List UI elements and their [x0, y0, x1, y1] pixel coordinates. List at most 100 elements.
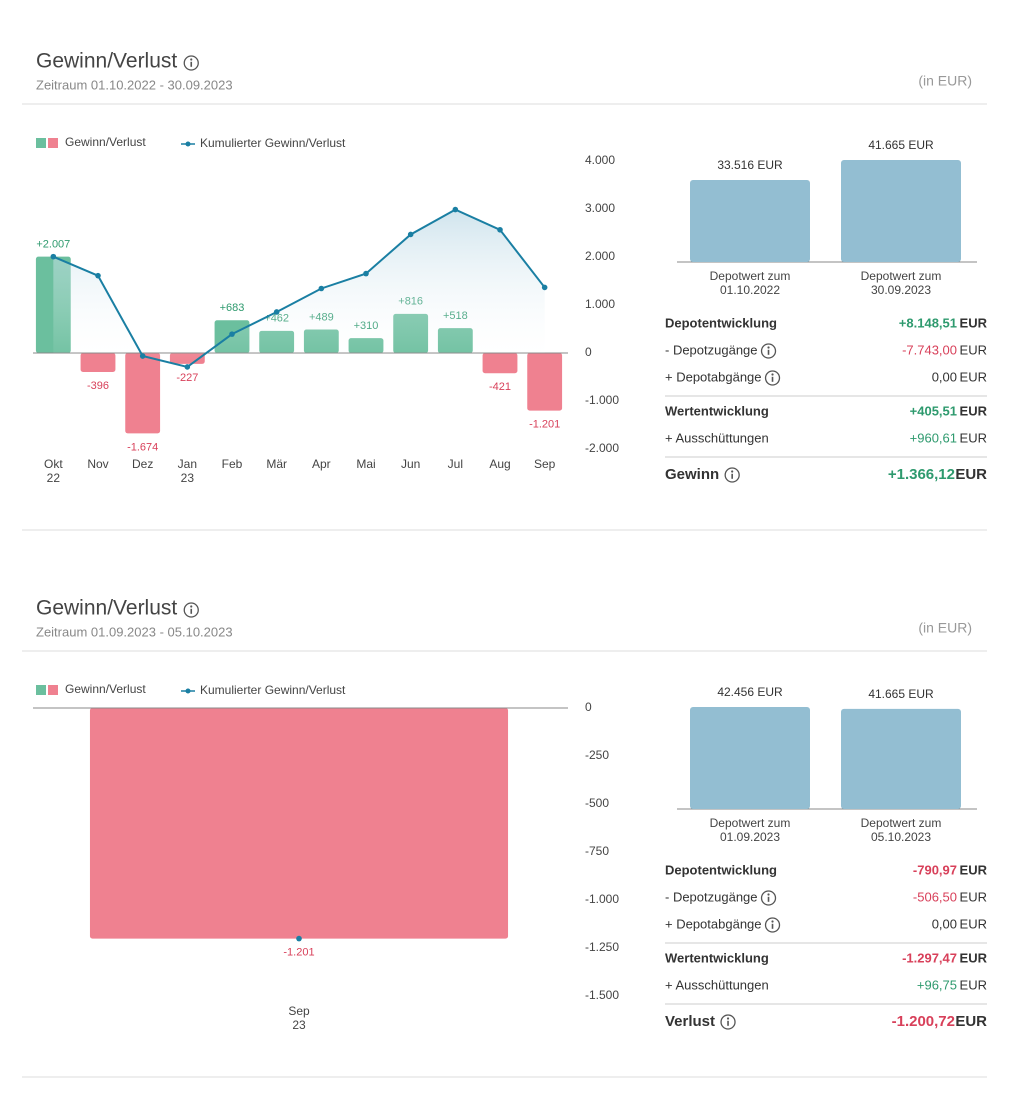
- info-icon: [720, 1014, 736, 1030]
- x-tick-label: Jan: [178, 457, 197, 471]
- summary-value: +8.148,51: [899, 315, 957, 330]
- y-tick-label: -500: [585, 796, 609, 810]
- x-tick-label: 23: [292, 1018, 306, 1032]
- summary-value: +96,75: [917, 977, 957, 992]
- summary-label: Depotentwicklung: [665, 862, 777, 877]
- summary-currency: EUR: [960, 889, 987, 904]
- summary-currency: EUR: [960, 916, 987, 931]
- summary-value: -1.200,72: [892, 1013, 955, 1030]
- line-area: [53, 209, 545, 367]
- bar-value-label: -1.674: [127, 441, 158, 453]
- info-icon-stem: [727, 1020, 729, 1026]
- y-tick-label: -1.250: [585, 940, 619, 954]
- info-icon-dot: [771, 920, 774, 923]
- info-icon-stem: [190, 61, 193, 67]
- summary-currency: EUR: [960, 369, 987, 384]
- info-icon: [724, 467, 740, 483]
- x-tick-label: 30.09.2023: [871, 283, 931, 297]
- summary-label: Wertentwicklung: [665, 403, 769, 418]
- summary-value: -7.743,00: [902, 342, 957, 357]
- bar-value-label: 41.665 EUR: [868, 138, 934, 152]
- summary-value: -790,97: [913, 862, 957, 877]
- legend-label: Kumulierter Gewinn/Verlust: [200, 136, 346, 150]
- summary-label: + Depotabgänge: [665, 916, 762, 931]
- x-tick-label: Feb: [222, 457, 243, 471]
- line-point: [95, 272, 101, 279]
- line-point: [273, 309, 280, 315]
- x-tick-label: Nov: [87, 457, 108, 471]
- bar: [482, 353, 518, 374]
- x-tick-label: Depotwert zum: [861, 816, 942, 830]
- x-tick-label: 22: [47, 471, 61, 485]
- summary-currency: EUR: [960, 315, 988, 330]
- info-icon: [760, 343, 777, 359]
- summary-value: 0,00: [932, 916, 957, 931]
- legend-swatch: [36, 138, 46, 148]
- info-icon-dot: [726, 1017, 730, 1020]
- y-tick-label: 1.000: [585, 297, 615, 311]
- legend-swatch: [48, 685, 58, 695]
- bar: [690, 707, 810, 809]
- summary-label: Gewinn: [665, 466, 719, 483]
- line-point: [363, 270, 369, 277]
- y-tick-label: 3.000: [585, 201, 615, 215]
- summary-currency: EUR: [955, 466, 987, 483]
- bar: [527, 353, 563, 411]
- bar-value-label: 42.456 EUR: [717, 685, 783, 699]
- line: [52, 208, 546, 369]
- line-point: [318, 285, 325, 292]
- bar-value-label: +683: [220, 302, 245, 314]
- x-tick-label: Sep: [288, 1004, 310, 1018]
- info-icon: [764, 370, 781, 386]
- info-icon: [764, 917, 781, 933]
- summary-label: Wertentwicklung: [665, 950, 769, 965]
- legend-label: Kumulierter Gewinn/Verlust: [200, 683, 346, 697]
- unit-note: (in EUR): [918, 620, 972, 636]
- line-point: [296, 935, 302, 942]
- x-tick-label: 05.10.2023: [871, 830, 931, 844]
- info-icon-dot: [731, 470, 734, 473]
- info-icon-ring: [724, 467, 740, 483]
- period: Zeitraum 01.10.2022 - 30.09.2023: [36, 77, 233, 92]
- x-tick-label: Sep: [534, 457, 556, 471]
- summary-currency: EUR: [960, 430, 987, 445]
- x-tick-label: Depotwert zum: [710, 269, 791, 283]
- bar: [841, 708, 961, 809]
- legend-label: Gewinn/Verlust: [65, 682, 146, 696]
- x-tick-label: Apr: [312, 457, 331, 471]
- x-tick-label: Jun: [401, 457, 420, 471]
- bar-value-label: -396: [87, 380, 109, 392]
- summary-label: + Ausschüttungen: [665, 977, 769, 992]
- info-icon: [183, 602, 199, 618]
- info-icon-dot: [190, 58, 193, 61]
- summary-label: - Depotzugänge: [665, 342, 758, 357]
- line-point: [497, 226, 503, 233]
- info-icon-stem: [771, 923, 774, 929]
- summary-currency: EUR: [960, 950, 988, 965]
- x-tick-label: Aug: [489, 457, 510, 471]
- info-icon-dot: [767, 893, 770, 896]
- bar: [690, 179, 810, 262]
- info-icon-stem: [731, 473, 733, 479]
- y-tick-label: 0: [585, 700, 592, 714]
- info-icon-dot: [190, 605, 193, 608]
- y-tick-label: -1.500: [585, 988, 619, 1002]
- line-point: [50, 253, 57, 260]
- bar: [841, 160, 961, 262]
- bar-value-label: -227: [176, 372, 198, 384]
- x-tick-label: Depotwert zum: [710, 816, 791, 830]
- line-point: [452, 206, 459, 213]
- line-point: [407, 231, 414, 238]
- summary-currency: EUR: [960, 342, 987, 357]
- bar-value-label: -1.201: [529, 419, 560, 431]
- bar-value-label: +2.007: [36, 239, 70, 251]
- info-icon-ring: [764, 370, 781, 386]
- bar-value-label: -1.201: [283, 946, 314, 958]
- panel-title: Gewinn/Verlust: [36, 597, 177, 620]
- y-tick-label: -1.000: [585, 892, 619, 906]
- x-tick-label: 01.09.2023: [720, 830, 780, 844]
- summary-label: - Depotzugänge: [665, 889, 758, 904]
- y-tick-label: -1.000: [585, 393, 619, 407]
- bar: [80, 353, 116, 373]
